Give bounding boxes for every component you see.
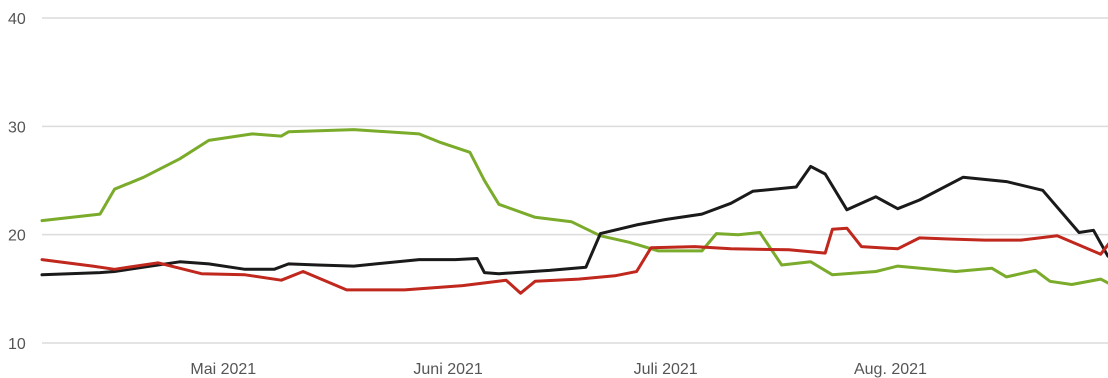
x-tick-label: Mai 2021: [190, 361, 256, 378]
y-tick-label: 40: [8, 11, 26, 28]
x-tick-label: Aug. 2021: [854, 361, 927, 378]
y-tick-label: 20: [8, 228, 26, 245]
y-tick-label: 10: [8, 336, 26, 353]
series-line-2: [40, 164, 1108, 277]
y-tick-label: 30: [8, 119, 26, 136]
series-lines: [40, 128, 1108, 295]
y-axis-ticks: 10 20 30 40: [8, 11, 26, 353]
series-line-1: [40, 128, 1108, 286]
x-tick-label: Juni 2021: [413, 361, 482, 378]
x-axis-ticks: Mai 2021 Juni 2021 Juli 2021 Aug. 2021: [190, 361, 927, 378]
series-line-3: [40, 226, 1108, 295]
x-tick-label: Juli 2021: [634, 361, 698, 378]
grid-lines: [42, 17, 1108, 344]
